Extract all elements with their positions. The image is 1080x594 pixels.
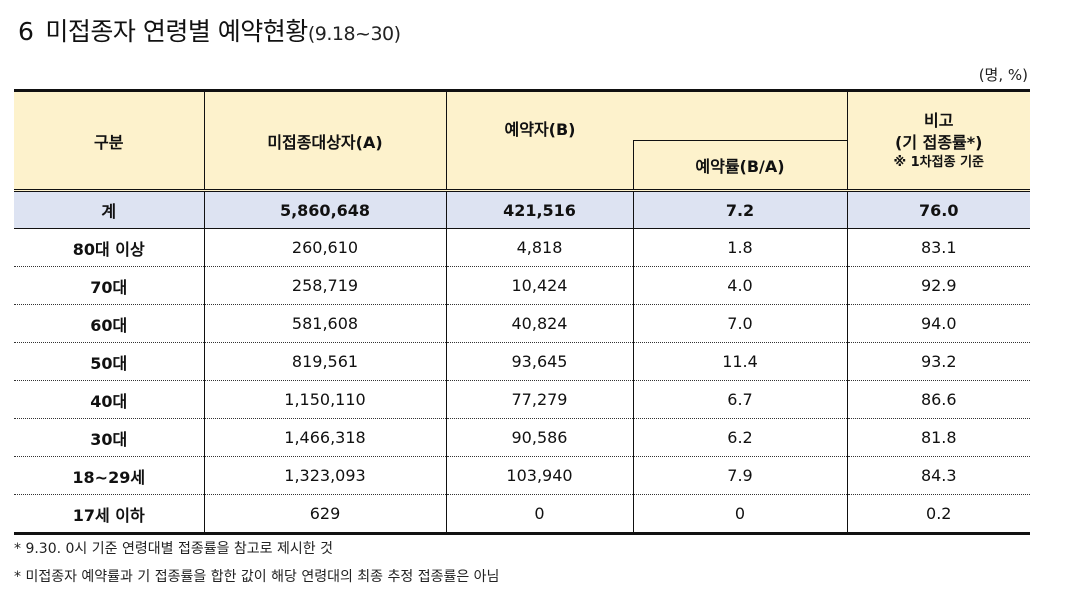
table-row: 40대 1,150,110 77,279 6.7 86.6 bbox=[14, 380, 1030, 419]
row-reserved: 4,818 bbox=[445, 228, 633, 267]
row-label: 80대 이상 bbox=[14, 228, 204, 267]
row-memo: 81.8 bbox=[846, 418, 1030, 457]
header-memo: 비고 (기 접종률*) ※ 1차접종 기준 bbox=[846, 89, 1030, 191]
header-reserved-lower bbox=[445, 140, 634, 191]
unit-label: (명, %) bbox=[978, 66, 1028, 84]
row-reserved: 93,645 bbox=[445, 342, 633, 381]
row-label: 40대 bbox=[14, 380, 204, 419]
row-memo: 84.3 bbox=[846, 456, 1030, 495]
table-row: 70대 258,719 10,424 4.0 92.9 bbox=[14, 266, 1030, 305]
row-target: 819,561 bbox=[203, 342, 446, 381]
table-row: 60대 581,608 40,824 7.0 94.0 bbox=[14, 304, 1030, 343]
total-memo: 76.0 bbox=[846, 189, 1030, 229]
row-reserved: 90,586 bbox=[445, 418, 633, 457]
row-reserved: 0 bbox=[445, 494, 633, 535]
table-row-total: 계 5,860,648 421,516 7.2 76.0 bbox=[14, 189, 1030, 229]
row-label: 70대 bbox=[14, 266, 204, 305]
row-rate: 0 bbox=[632, 494, 847, 535]
page-title: 6 미접종자 연령별 예약현황(9.18~30) bbox=[18, 12, 401, 48]
total-reserved: 421,516 bbox=[445, 189, 633, 229]
row-target: 629 bbox=[203, 494, 446, 535]
title-period: (9.18~30) bbox=[307, 23, 401, 45]
table-row: 30대 1,466,318 90,586 6.2 81.8 bbox=[14, 418, 1030, 457]
row-target: 581,608 bbox=[203, 304, 446, 343]
header-memo-note: ※ 1차접종 기준 bbox=[893, 154, 985, 170]
row-label: 18~29세 bbox=[14, 456, 204, 495]
table-row: 18~29세 1,323,093 103,940 7.9 84.3 bbox=[14, 456, 1030, 495]
header-reserved: 예약자(B) bbox=[504, 120, 576, 139]
row-rate: 11.4 bbox=[632, 342, 847, 381]
header-rate: 예약률(B/A) bbox=[632, 140, 848, 191]
row-rate: 7.9 bbox=[632, 456, 847, 495]
row-memo: 94.0 bbox=[846, 304, 1030, 343]
row-label: 17세 이하 bbox=[14, 494, 204, 535]
row-target: 258,719 bbox=[203, 266, 446, 305]
row-rate: 1.8 bbox=[632, 228, 847, 267]
row-target: 1,323,093 bbox=[203, 456, 446, 495]
header-memo-line2: (기 접종률*) bbox=[895, 132, 983, 152]
header-memo-line1: 비고 bbox=[924, 110, 954, 130]
row-reserved: 40,824 bbox=[445, 304, 633, 343]
total-label: 계 bbox=[14, 189, 204, 229]
row-target: 1,466,318 bbox=[203, 418, 446, 457]
row-memo: 83.1 bbox=[846, 228, 1030, 267]
header-category: 구분 bbox=[14, 89, 205, 191]
row-memo: 93.2 bbox=[846, 342, 1030, 381]
row-target: 1,150,110 bbox=[203, 380, 446, 419]
row-rate: 7.0 bbox=[632, 304, 847, 343]
row-rate: 4.0 bbox=[632, 266, 847, 305]
row-rate: 6.7 bbox=[632, 380, 847, 419]
row-label: 60대 bbox=[14, 304, 204, 343]
total-rate: 7.2 bbox=[632, 189, 847, 229]
header-target: 미접종대상자(A) bbox=[203, 89, 447, 191]
row-memo: 0.2 bbox=[846, 494, 1030, 535]
row-label: 50대 bbox=[14, 342, 204, 381]
footnote: * 미접종자 예약률과 기 접종률을 합한 값이 해당 연령대의 최종 추정 접… bbox=[14, 569, 500, 585]
reservation-table: 구분 미접종대상자(A) 예약자(B) 비고 (기 접종률*) ※ 1차접종 기… bbox=[14, 89, 1030, 535]
section-number: 6 bbox=[18, 17, 34, 46]
row-memo: 86.6 bbox=[846, 380, 1030, 419]
row-target: 260,610 bbox=[203, 228, 446, 267]
row-reserved: 103,940 bbox=[445, 456, 633, 495]
row-reserved: 77,279 bbox=[445, 380, 633, 419]
table-row: 50대 819,561 93,645 11.4 93.2 bbox=[14, 342, 1030, 381]
total-target: 5,860,648 bbox=[203, 189, 446, 229]
table-row: 17세 이하 629 0 0 0.2 bbox=[14, 494, 1030, 535]
row-reserved: 10,424 bbox=[445, 266, 633, 305]
footnote: * 9.30. 0시 기준 연령대별 접종률을 참고로 제시한 것 bbox=[14, 541, 333, 557]
table-row: 80대 이상 260,610 4,818 1.8 83.1 bbox=[14, 228, 1030, 267]
row-memo: 92.9 bbox=[846, 266, 1030, 305]
title-text: 미접종자 연령별 예약현황 bbox=[45, 17, 308, 46]
row-label: 30대 bbox=[14, 418, 204, 457]
footnotes: * 9.30. 0시 기준 연령대별 접종률을 참고로 제시한 것 * 미접종자… bbox=[14, 538, 499, 594]
header-reserved-group: 예약자(B) bbox=[445, 89, 847, 141]
row-rate: 6.2 bbox=[632, 418, 847, 457]
